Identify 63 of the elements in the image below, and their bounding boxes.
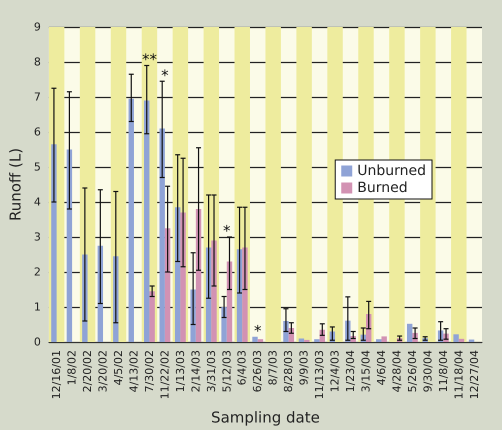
bar	[159, 128, 165, 342]
x-tick-label: 5/12/03	[220, 350, 234, 392]
y-tick-label: 4	[34, 196, 41, 208]
x-tick-label: 12/16/01	[50, 350, 64, 400]
x-tick-label: 4/6/04	[374, 350, 388, 386]
legend-label: Burned	[357, 180, 408, 196]
bar	[128, 98, 134, 342]
x-tick-label: 2/14/03	[189, 350, 202, 392]
x-tick-label: 8/7/03	[266, 350, 280, 386]
bar	[164, 228, 170, 342]
bar	[453, 334, 459, 342]
bar	[180, 212, 186, 342]
y-tick-label: 5	[34, 160, 41, 174]
annotation: *	[161, 66, 170, 84]
x-tick-label: 6/4/03	[236, 350, 249, 386]
bar	[314, 339, 320, 342]
x-tick-label: 11/13/03	[313, 350, 326, 400]
x-tick-label: 4/5/02	[112, 350, 126, 386]
bar	[51, 144, 57, 342]
x-tick-label: 9/9/03	[298, 350, 311, 386]
bar	[298, 338, 304, 342]
x-tick-label: 3/31/03	[204, 350, 218, 392]
bar	[66, 150, 72, 342]
x-tick-label: 8/28/03	[282, 350, 296, 392]
annotation: **	[142, 50, 158, 68]
x-tick-label: 11/18/04	[452, 350, 466, 400]
bar	[406, 324, 412, 342]
annotation: *	[254, 322, 262, 340]
bar	[221, 307, 227, 342]
x-tick-label: 12/27/04	[468, 350, 481, 400]
y-axis-title: Runoff (L)	[6, 148, 24, 222]
x-tick-label: 3/20/02	[96, 350, 110, 392]
y-tick-label: 3	[34, 230, 41, 244]
x-tick-label: 4/28/04	[390, 350, 404, 392]
x-tick-label: 6/26/03	[251, 350, 264, 392]
y-tick-label: 6	[34, 126, 41, 138]
x-tick-label: 1/23/04	[344, 350, 358, 392]
x-tick-label: 12/4/03	[328, 350, 342, 392]
x-tick-label: 11/22/02	[158, 350, 172, 400]
bar	[381, 336, 387, 342]
y-tick-label: 9	[34, 20, 41, 34]
bar	[376, 339, 382, 342]
annotation: *	[223, 222, 232, 240]
bar	[258, 339, 264, 342]
x-tick-label: 5/26/04	[406, 350, 419, 392]
x-tick-label: 7/30/02	[142, 350, 156, 392]
x-tick-label: 1/8/02	[66, 350, 79, 386]
y-tick-label: 1	[34, 300, 41, 314]
x-tick-label: 2/20/02	[81, 350, 94, 392]
x-tick-label: 1/13/03	[174, 350, 187, 392]
bar	[149, 291, 155, 342]
x-tick-label: 4/13/02	[127, 350, 140, 392]
y-tick-label: 7	[34, 90, 41, 104]
x-tick-label: 11/8/04	[436, 350, 450, 392]
x-tick-label: 9/30/04	[421, 350, 434, 392]
legend-label: Unburned	[357, 163, 426, 179]
bar	[242, 248, 248, 342]
x-tick-label: 3/15/04	[359, 350, 372, 392]
y-tick-label: 2	[34, 266, 41, 278]
x-axis-title: Sampling date	[211, 408, 320, 426]
y-tick-label: 0	[34, 336, 41, 348]
y-tick-label: 8	[34, 56, 41, 68]
bar	[144, 100, 150, 342]
